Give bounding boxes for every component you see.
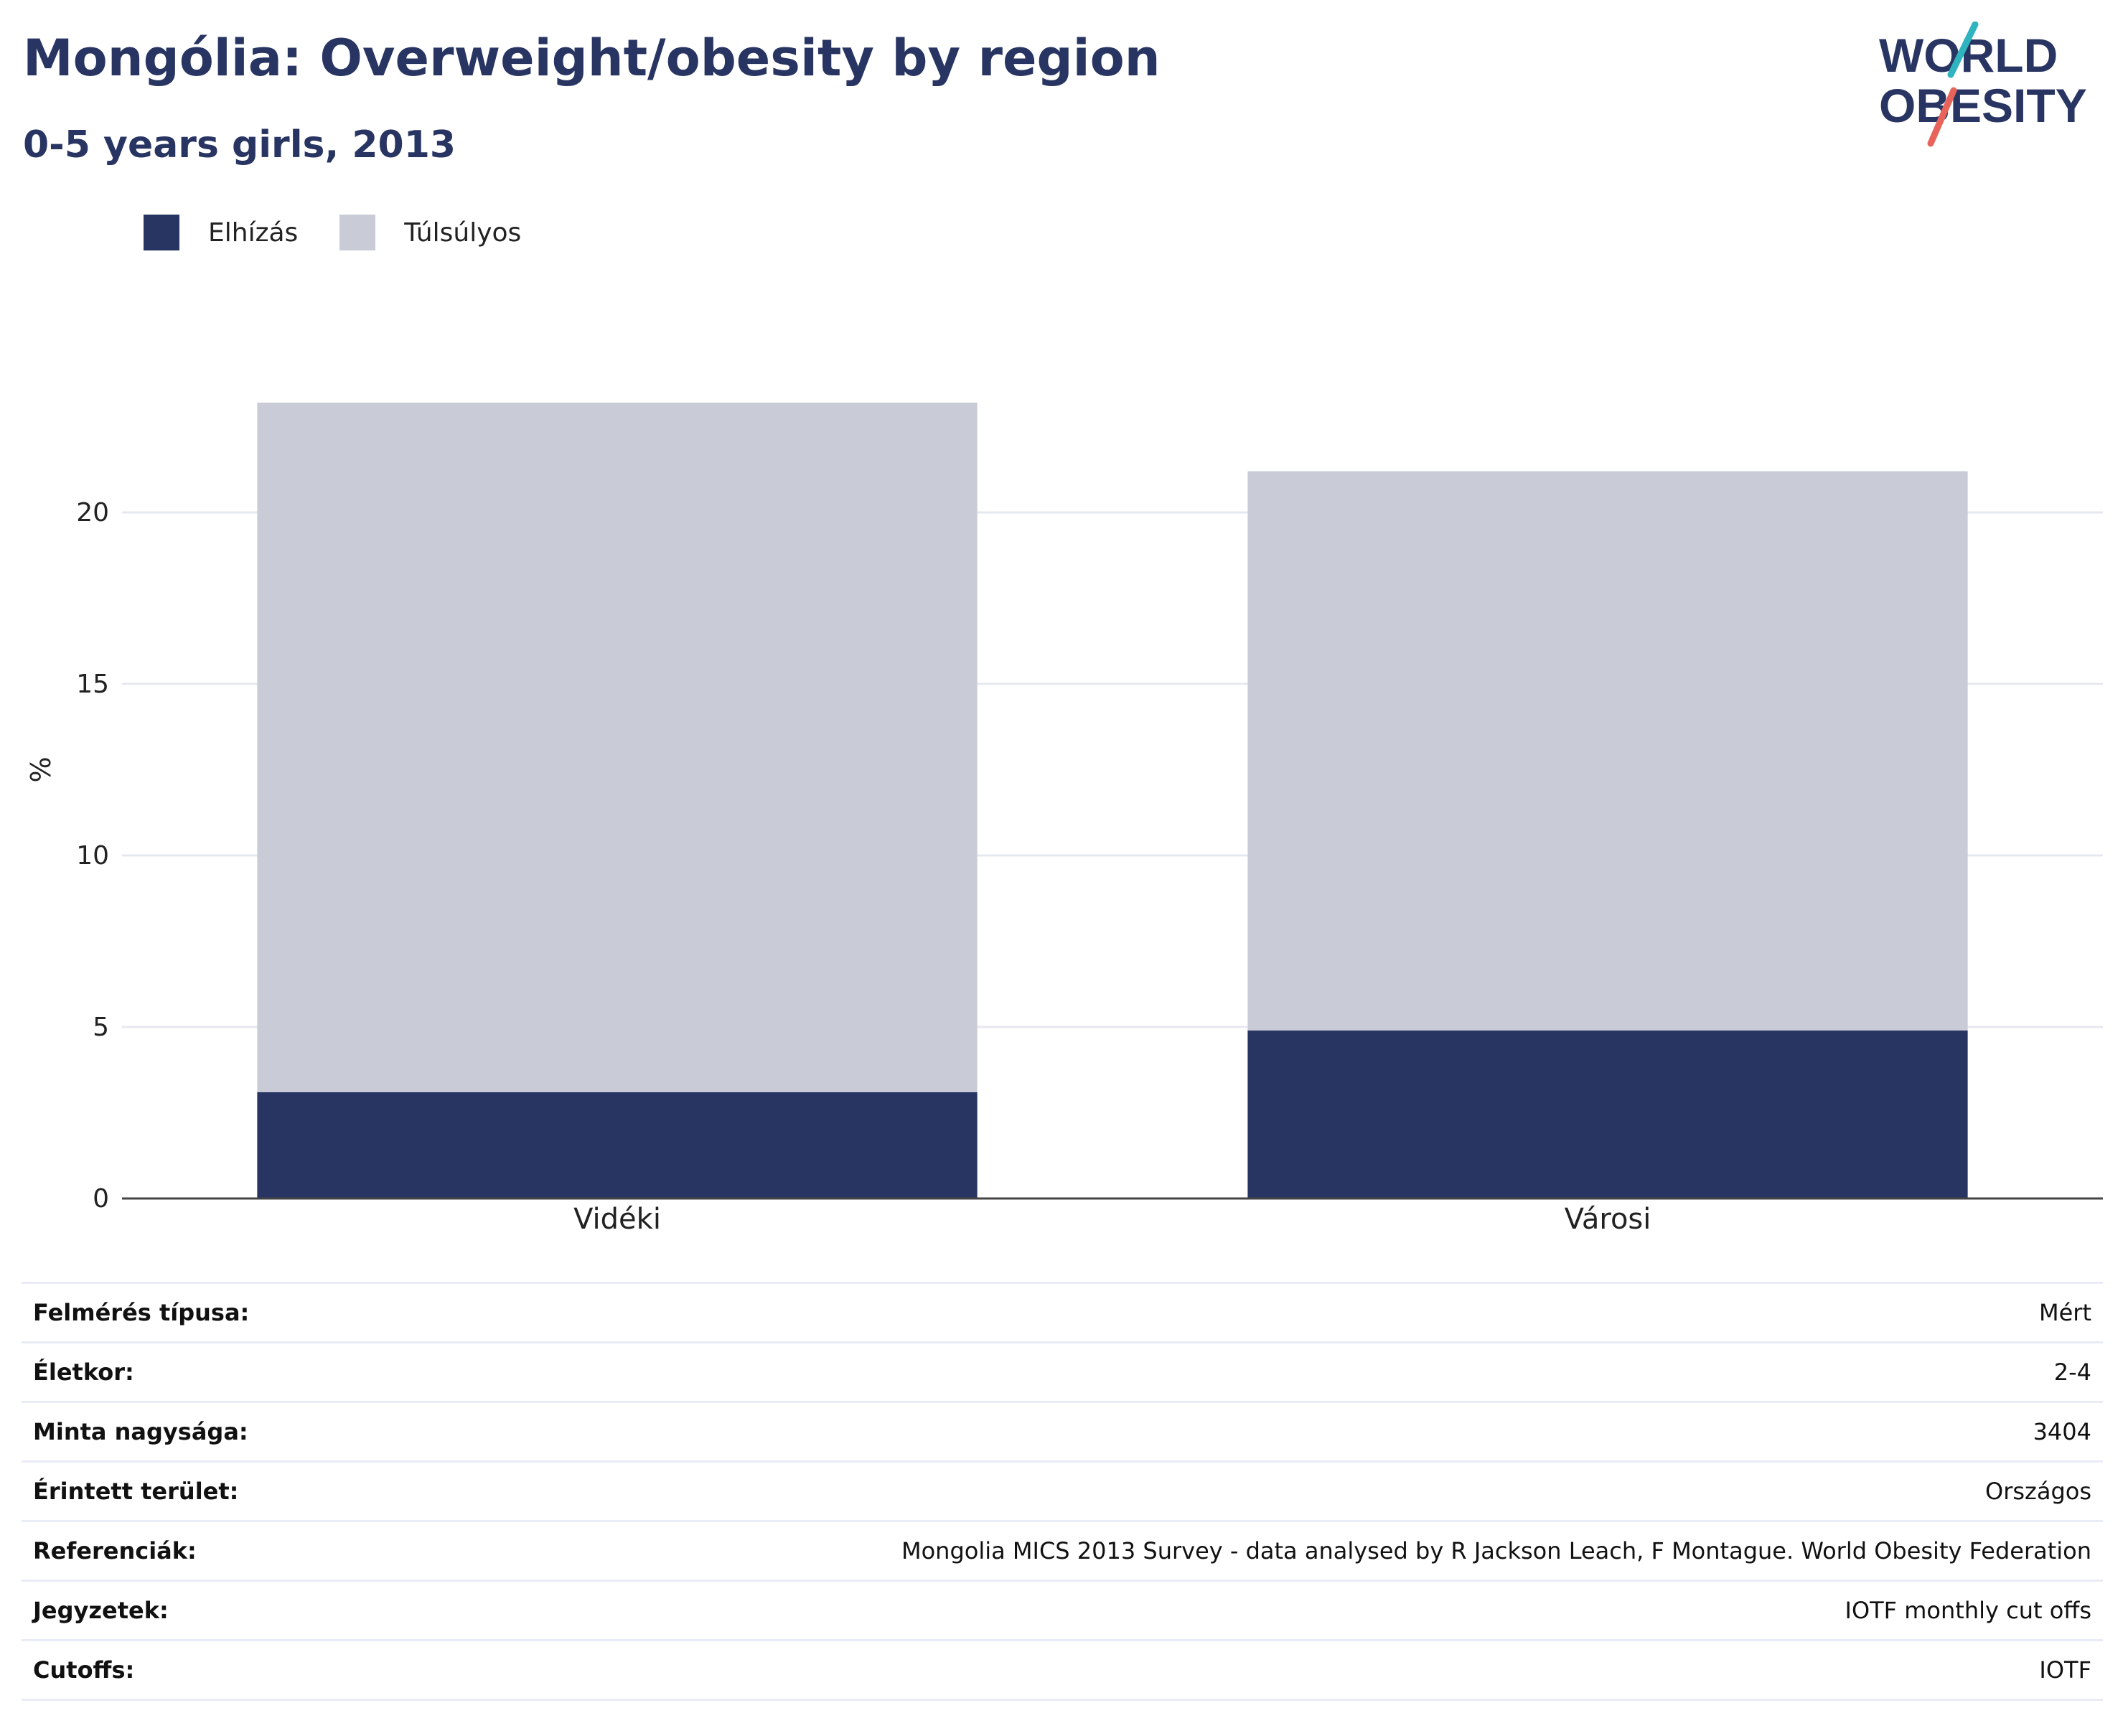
y-tick-label: 10	[76, 841, 109, 871]
x-tick-label: Vidéki	[573, 1203, 661, 1236]
info-label: Minta nagysága:	[33, 1418, 248, 1445]
y-tick-label: 15	[76, 670, 109, 699]
legend-item-obesity[interactable]: Elhízás	[144, 215, 298, 250]
info-row: Referenciák: Mongolia MICS 2013 Survey - …	[22, 1521, 2103, 1581]
info-label: Jegyzetek:	[33, 1597, 169, 1624]
bar-chart: 0 5 10 15 20% Vidéki Városi	[25, 403, 2103, 1236]
logo-coral-slash	[1927, 87, 1957, 147]
y-axis-label: %	[25, 756, 57, 782]
legend-swatch-overweight	[339, 215, 376, 250]
info-value: IOTF monthly cut offs	[1845, 1597, 2092, 1624]
legend-swatch-obesity	[144, 215, 179, 250]
bar-obesity-0	[257, 1092, 978, 1198]
info-label: Érintett terület:	[33, 1478, 239, 1505]
x-tick-label: Városi	[1565, 1203, 1651, 1236]
y-tick-label: 0	[93, 1184, 109, 1214]
info-label: Referenciák:	[33, 1537, 197, 1564]
logo-teal-slash	[1947, 22, 1979, 78]
legend-item-overweight[interactable]: Túlsúlyos	[339, 215, 521, 250]
info-value: Mért	[2039, 1299, 2091, 1326]
info-value: Országos	[1985, 1478, 2091, 1505]
bar-overweight-1	[1247, 471, 1968, 1031]
info-label: Életkor:	[33, 1359, 134, 1386]
info-row: Felmérés típusa: Mért	[22, 1282, 2103, 1343]
world-obesity-logo: WORLD OBESITY	[1879, 22, 2087, 147]
chart-legend: Elhízás Túlsúlyos	[144, 212, 563, 253]
legend-label-overweight: Túlsúlyos	[404, 217, 522, 248]
info-value: IOTF	[2039, 1656, 2091, 1684]
info-row: Életkor: 2-4	[22, 1342, 2103, 1402]
info-row: Minta nagysága: 3404	[22, 1402, 2103, 1462]
legend-label-obesity: Elhízás	[208, 217, 299, 248]
info-label: Cutoffs:	[33, 1656, 135, 1684]
chart-subtitle: 0-5 years girls, 2013	[23, 123, 456, 166]
info-row: Cutoffs: IOTF	[22, 1640, 2103, 1700]
svg-text:OBESITY: OBESITY	[1879, 79, 2087, 132]
info-row: Érintett terület: Országos	[22, 1461, 2103, 1521]
bar-overweight-0	[257, 403, 978, 1092]
info-value: 3404	[2033, 1418, 2091, 1445]
info-value: Mongolia MICS 2013 Survey - data analyse…	[901, 1537, 2091, 1564]
info-value: 2-4	[2053, 1359, 2091, 1386]
chart-title: Mongólia: Overweight/obesity by region	[23, 29, 1161, 88]
bar-obesity-1	[1247, 1030, 1968, 1198]
y-tick-label: 20	[76, 498, 109, 527]
survey-info-table: Felmérés típusa: Mért Életkor: 2-4 Minta nag…	[22, 1282, 2103, 1701]
info-label: Felmérés típusa:	[33, 1299, 250, 1326]
y-tick-label: 5	[93, 1013, 109, 1042]
info-row: Jegyzetek: IOTF monthly cut offs	[22, 1580, 2103, 1641]
